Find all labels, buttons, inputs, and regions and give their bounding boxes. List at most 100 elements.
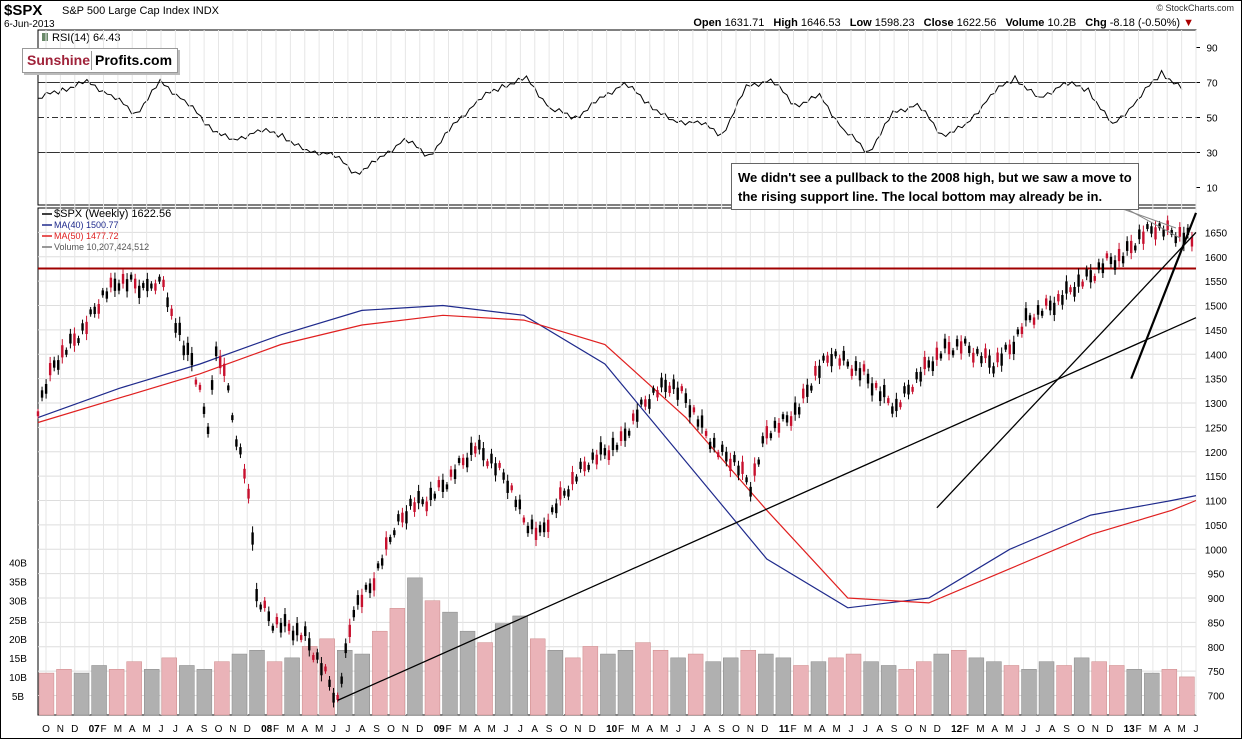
price-candle	[627, 430, 631, 436]
price-candle	[939, 353, 943, 359]
price-candle	[915, 372, 918, 380]
volume-bar	[880, 665, 897, 716]
x-tick-label: 09	[434, 724, 446, 735]
x-tick-label: N	[1092, 724, 1099, 735]
price-candle	[470, 442, 473, 455]
price-candle	[964, 338, 967, 344]
x-tick-label: D	[244, 724, 251, 735]
price-candle	[1130, 240, 1133, 254]
price-tick-label: 1650	[1205, 228, 1228, 239]
price-candle	[769, 433, 773, 439]
price-candle	[810, 385, 813, 391]
x-tick-label: J	[1035, 724, 1040, 735]
price-candle	[1012, 341, 1015, 355]
price-candle	[243, 468, 246, 479]
volume-value: 10.2B	[1047, 17, 1077, 29]
x-tick-label: J	[863, 724, 868, 735]
price-candle	[1036, 305, 1040, 315]
volume-bar	[1109, 665, 1125, 716]
price-candle	[453, 469, 457, 480]
price-candle	[138, 285, 141, 298]
x-tick-label: F	[273, 724, 279, 735]
price-candle	[777, 422, 781, 433]
price-candle	[1061, 295, 1064, 305]
sunshine-profits-logo[interactable]: Sunshine Profits.com	[22, 48, 178, 73]
price-candle	[433, 493, 436, 499]
price-candle	[943, 338, 947, 349]
price-candle	[385, 537, 388, 550]
price-candle	[583, 461, 586, 472]
price-candle	[563, 490, 566, 496]
x-tick-label: S	[546, 724, 553, 735]
price-candle	[526, 525, 530, 534]
price-candle	[858, 368, 862, 381]
x-tick-label: A	[531, 724, 538, 735]
price-legend-entry: MA(50) 1477.72	[54, 231, 119, 241]
volume-bar	[144, 669, 160, 716]
price-candle	[656, 390, 659, 398]
high-value: 1646.53	[800, 17, 841, 29]
price-candle	[567, 489, 570, 497]
logo-part-sunshine: Sunshine	[27, 52, 91, 68]
stockcharts-credit[interactable]: © StockCharts.com	[1156, 3, 1234, 13]
quote-summary: Open 1631.71 High 1646.53 Low 1598.23 Cl…	[687, 17, 1194, 29]
price-candle	[935, 347, 939, 360]
price-candle	[223, 363, 226, 376]
rsi-legend: RSI(14) 64.43	[52, 32, 120, 44]
volume-bar	[600, 653, 616, 716]
price-candle	[721, 444, 724, 452]
price-candle	[287, 623, 291, 631]
volume-tick-label: 15B	[9, 654, 27, 665]
volume-bar	[1003, 665, 1020, 716]
volume-bar	[196, 669, 213, 716]
price-candle	[514, 499, 517, 508]
price-candle	[846, 361, 849, 367]
price-candle	[984, 348, 987, 359]
price-tick-label: 1300	[1205, 399, 1228, 410]
price-candle	[101, 290, 104, 296]
price-candle	[190, 353, 194, 366]
volume-bar	[635, 642, 651, 716]
price-candle	[409, 498, 412, 507]
x-tick-label: N	[747, 724, 754, 735]
x-tick-label: D	[1106, 724, 1113, 735]
x-tick-label: A	[301, 724, 308, 735]
volume-tick-label: 40B	[9, 559, 27, 570]
volume-bar	[758, 653, 774, 716]
volume-bar	[793, 665, 809, 716]
x-tick-label: M	[1149, 724, 1157, 735]
price-candle	[263, 600, 266, 608]
price-candle	[866, 373, 870, 384]
x-tick-label: A	[1049, 724, 1056, 735]
price-candle	[69, 333, 72, 344]
price-candle	[312, 655, 315, 660]
price-candle	[170, 308, 173, 316]
price-candle	[52, 360, 56, 368]
change-value: -8.18 (-0.50%)	[1109, 17, 1181, 29]
price-candle	[611, 437, 615, 451]
price-candle	[749, 486, 752, 497]
price-candle	[93, 306, 96, 315]
price-candle	[510, 485, 513, 491]
price-candle	[259, 604, 262, 610]
x-tick-label: A	[819, 724, 826, 735]
price-candle	[1081, 281, 1084, 287]
x-tick-label: O	[560, 724, 568, 735]
volume-bar	[1126, 669, 1142, 716]
open-label: Open	[693, 17, 722, 29]
price-candle	[615, 444, 619, 450]
price-candle	[425, 501, 428, 512]
price-candle	[210, 380, 214, 390]
x-tick-label: N	[57, 724, 64, 735]
price-candle	[271, 625, 275, 631]
price-candle	[976, 348, 979, 354]
price-candle	[36, 411, 40, 417]
x-tick-label: 07	[89, 724, 101, 735]
symbol: $SPX	[4, 2, 43, 19]
x-tick-label: M	[631, 724, 639, 735]
price-candle	[530, 519, 534, 530]
price-tick-label: 900	[1208, 594, 1225, 605]
volume-bar	[301, 646, 318, 716]
price-tick-label: 850	[1208, 618, 1225, 629]
close-value: 1622.56	[956, 17, 997, 29]
